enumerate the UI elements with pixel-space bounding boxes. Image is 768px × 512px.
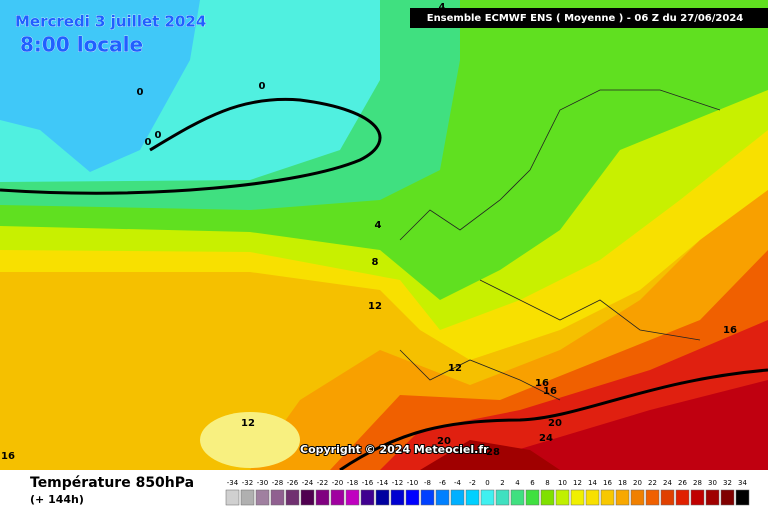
contour-label: 4: [439, 2, 446, 13]
header-box: [410, 8, 768, 28]
legend-subtitle: (+ 144h): [30, 493, 84, 506]
contour-label: 12: [241, 418, 255, 429]
scale-label: 10: [558, 479, 567, 487]
scale-label: 14: [588, 479, 597, 487]
scale-label: -6: [439, 479, 447, 487]
scale-swatch: [615, 489, 630, 506]
scale-swatch: [225, 489, 240, 506]
scale-label: 24: [663, 479, 672, 487]
contour-label: 8: [372, 257, 379, 268]
scale-label: 0: [485, 479, 489, 487]
contour-label: 0: [259, 81, 266, 92]
scale-swatch: [660, 489, 675, 506]
scale-label: -16: [362, 479, 374, 487]
scale-label: -18: [347, 479, 358, 487]
scale-label: 32: [723, 479, 732, 487]
scale-label: -28: [272, 479, 283, 487]
scale-swatch: [735, 489, 750, 506]
scale-label: -10: [407, 479, 418, 487]
contour-label: 16: [543, 386, 557, 397]
scale-label: 8: [545, 479, 549, 487]
contour-label: 16: [1, 451, 15, 462]
scale-label: 26: [678, 479, 687, 487]
scale-label: 30: [708, 479, 717, 487]
map-background: [0, 0, 768, 472]
model-info: Ensemble ECMWF ENS ( Moyenne ) - 06 Z du…: [427, 13, 744, 24]
scale-label: -4: [454, 479, 462, 487]
scale-label: 22: [648, 479, 657, 487]
map-date: Mercredi 3 juillet 2024: [15, 13, 206, 31]
scale-label: 16: [603, 479, 612, 487]
scale-swatch: [690, 489, 705, 506]
scale-label: 18: [618, 479, 627, 487]
scale-swatch: [255, 489, 270, 506]
scale-swatch: [420, 489, 435, 506]
contour-label: 20: [437, 436, 451, 447]
scale-label: 4: [515, 479, 520, 487]
scale-label: -34: [227, 479, 239, 487]
scale-swatch: [375, 489, 390, 506]
scale-swatch: [570, 489, 585, 506]
scale-swatch: [360, 489, 375, 506]
contour-label: 0: [155, 130, 162, 141]
scale-label: -20: [332, 479, 343, 487]
contour-label: 12: [448, 363, 462, 374]
scale-swatch: [315, 489, 330, 506]
legend-title: Température 850hPa: [30, 475, 194, 491]
scale-swatch: [435, 489, 450, 506]
scale-label: 34: [738, 479, 747, 487]
copyright: Copyright © 2024 Meteociel.fr: [300, 443, 489, 456]
scale-swatch: [510, 489, 525, 506]
scale-swatch: [540, 489, 555, 506]
scale-label: -26: [287, 479, 299, 487]
scale-label: 20: [633, 479, 642, 487]
scale-swatch: [645, 489, 660, 506]
scale-swatch: [240, 489, 255, 506]
contour-label: 20: [548, 418, 562, 429]
contour-label: 16: [535, 378, 549, 389]
scale-label: -30: [257, 479, 268, 487]
scale-swatch: [345, 489, 360, 506]
scale-swatch: [450, 489, 465, 506]
scale-swatch: [525, 489, 540, 506]
contour-label: 24: [539, 433, 553, 444]
contour-label: 28: [486, 447, 500, 458]
map-time: 8:00 locale: [20, 33, 143, 57]
scale-swatch: [555, 489, 570, 506]
scale-swatch: [585, 489, 600, 506]
scale-swatch: [300, 489, 315, 506]
scale-swatch: [465, 489, 480, 506]
scale-label: 28: [693, 479, 702, 487]
scale-label: -24: [302, 479, 314, 487]
scale-swatch: [495, 489, 510, 506]
scale-label: -22: [317, 479, 328, 487]
scale-swatch: [675, 489, 690, 506]
color-scale: -34 -32 -30 -28 -26 -24 -22 -20 -18 -16 -14 -12 -10-…: [225, 479, 750, 506]
scale-swatch: [330, 489, 345, 506]
scale-swatch: [705, 489, 720, 506]
scale-label: 2: [500, 479, 504, 487]
scale-swatch: [405, 489, 420, 506]
scale-swatch: [720, 489, 735, 506]
contour-label: 0: [137, 87, 144, 98]
scale-swatch: [390, 489, 405, 506]
scale-swatch: [270, 489, 285, 506]
scale-label: -12: [392, 479, 403, 487]
scale-label: 6: [530, 479, 535, 487]
scale-swatch: [480, 489, 495, 506]
scale-label: -8: [424, 479, 431, 487]
scale-label: -32: [242, 479, 253, 487]
contour-label: 0: [145, 137, 152, 148]
scale-swatch: [630, 489, 645, 506]
scale-swatch: [285, 489, 300, 506]
contour-label: 16: [723, 325, 737, 336]
scale-label: 12: [573, 479, 582, 487]
contour-label: 12: [368, 301, 382, 312]
scale-swatch: [600, 489, 615, 506]
contour-label: 4: [375, 220, 382, 231]
scale-label: -2: [469, 479, 476, 487]
scale-label: -14: [377, 479, 389, 487]
